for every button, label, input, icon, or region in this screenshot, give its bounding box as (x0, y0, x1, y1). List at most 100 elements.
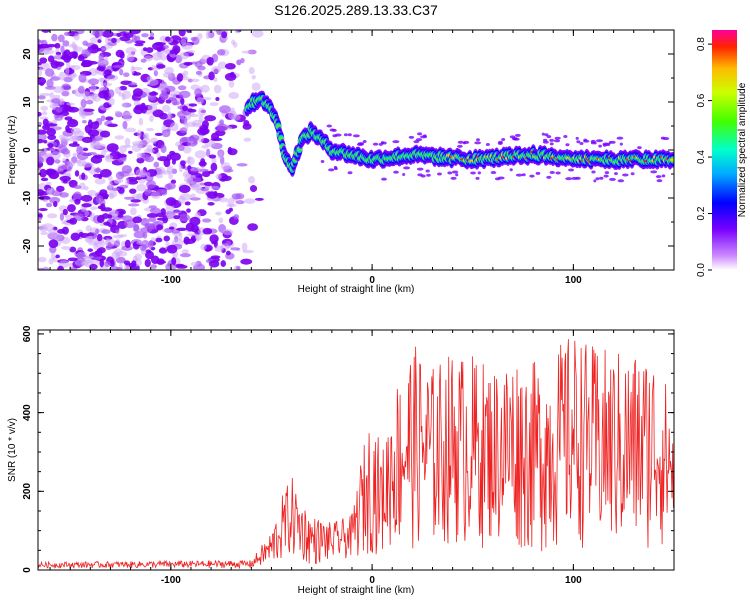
spectrogram-noise-blob (236, 59, 242, 66)
spectrogram-noise-blob (40, 177, 49, 182)
spectrogram-noise-blob (92, 30, 104, 37)
spectrogram-noise-blob (60, 246, 72, 250)
spectrogram-noise-blob (162, 71, 173, 78)
spectrogram-noise-blob (38, 95, 46, 100)
spectrogram-noise-blob (59, 175, 71, 182)
spectrogram-noise-blob (78, 73, 87, 83)
spectrogram-side-blob (568, 168, 575, 172)
spectrogram-noise-blob (185, 30, 192, 34)
spectrogram-noise-blob (154, 132, 163, 137)
spectrogram-noise-blob (181, 249, 189, 254)
snr-x-tick-label: 100 (565, 575, 582, 586)
spectrogram-noise-blob (89, 84, 97, 93)
spectrogram-side-blob (608, 141, 612, 145)
spectrogram-noise-blob (156, 47, 163, 52)
spectrogram-noise-blob (242, 123, 252, 130)
spectrogram-noise-blob (123, 72, 130, 77)
spectrogram-noise-blob (169, 122, 179, 132)
snr-y-tick-label: 200 (22, 483, 33, 500)
spectrogram-noise-blob (190, 173, 197, 180)
snr-y-label: SNR (10 * v/v) (7, 418, 18, 482)
spectrogram-noise-blob (38, 189, 45, 197)
snr-x-tick-label: -100 (161, 575, 181, 586)
spectrogram-noise-blob (233, 214, 240, 220)
spectrogram-noise-blob (178, 184, 191, 194)
spectrogram-noise-blob (65, 125, 70, 133)
spectrogram-noise-blob (114, 86, 122, 95)
spectrogram-noise-blob (77, 85, 85, 94)
spectrogram-side-blob (662, 137, 670, 141)
spectrogram-side-blob (416, 167, 424, 171)
spectrogram-noise-blob (96, 214, 105, 223)
spectrogram-noise-blob (127, 203, 140, 207)
spectrogram-noise-blob (177, 144, 185, 152)
spectrogram-noise-blob (178, 196, 186, 204)
spectrogram-noise-blob (94, 177, 106, 185)
spectrogram-noise-blob (160, 91, 168, 101)
spectrogram-noise-blob (38, 129, 48, 135)
spectrogram-noise-blob (216, 49, 226, 56)
spectrogram-noise-blob (53, 54, 61, 59)
spectrogram-noise-blob (43, 139, 48, 144)
spectrogram-noise-blob (47, 232, 58, 239)
spectrogram-x-label: Height of straight line (km) (298, 284, 415, 295)
spectrogram-noise-blob (179, 113, 185, 120)
spectrogram-noise-blob (69, 246, 77, 253)
spectrogram-noise-blob (154, 41, 166, 46)
spectrogram-noise-blob (201, 145, 209, 149)
spectrogram-noise-blob (210, 162, 218, 172)
spectrogram-noise-blob (190, 261, 199, 267)
spectrogram-noise-blob (54, 42, 61, 49)
spectrogram-noise-blob (68, 135, 81, 143)
spectrogram-noise-blob (130, 199, 142, 203)
spectrogram-noise-blob (38, 61, 42, 66)
spectrogram-side-blob (593, 179, 597, 183)
spectrogram-noise-blob (120, 80, 132, 85)
spectrogram-noise-blob (236, 266, 241, 270)
spectrogram-noise-blob (115, 49, 125, 58)
spectrogram-noise-blob (124, 127, 137, 133)
spectrogram-noise-blob (150, 255, 160, 265)
spectrogram-noise-blob (170, 152, 181, 161)
spectrogram-noise-blob (175, 263, 185, 268)
spectrogram-noise-blob (177, 105, 184, 110)
spectrogram-noise-blob (108, 89, 115, 98)
spectrogram-side-blob (565, 177, 573, 181)
spectrogram-side-blob (381, 177, 387, 181)
spectrogram-noise-blob (156, 49, 163, 58)
spectrogram-noise-blob (151, 64, 156, 71)
spectrogram-noise-blob (82, 147, 89, 152)
spectrogram-noise-blob (122, 215, 133, 222)
spectrogram-side-blob (329, 128, 335, 132)
spectrogram-noise-blob (57, 265, 64, 270)
spectrogram-noise-blob (186, 233, 198, 237)
spectrogram-noise-blob (251, 74, 256, 80)
spectrogram-noise-blob (89, 263, 98, 270)
spectrogram-noise-blob (99, 130, 111, 138)
spectrogram-noise-blob (45, 202, 53, 208)
spectrogram-noise-blob (129, 207, 137, 216)
spectrogram-noise-blob (190, 78, 200, 83)
spectrogram-noise-blob (80, 194, 93, 202)
spectrogram-noise-blob (162, 45, 169, 49)
spectrogram-noise-blob (214, 245, 224, 252)
spectrogram-noise-blob (40, 105, 49, 111)
spectrogram-side-blob (656, 179, 663, 183)
spectrogram-noise-blob (63, 49, 71, 57)
spectrogram-noise-blob (191, 123, 203, 128)
spectrogram-noise-blob (103, 195, 109, 200)
spectrogram-noise-blob (90, 44, 99, 50)
spectrogram-noise-blob (96, 233, 103, 242)
spectrogram-noise-blob (251, 82, 261, 91)
spectrogram-noise-blob (190, 167, 201, 172)
spectrogram-noise-blob (106, 155, 114, 160)
spectrogram-noise-blob (89, 206, 98, 211)
spectrogram-noise-blob (207, 201, 215, 206)
spectrogram-noise-blob (38, 77, 47, 86)
spectrogram-y-label: Frequency (Hz) (7, 116, 18, 185)
spectrogram-noise-blob (217, 61, 227, 70)
spectrogram-noise-blob (153, 161, 160, 168)
spectrogram-side-blob (463, 140, 470, 144)
spectrogram-noise-blob (102, 207, 113, 212)
spectrogram-side-blob (333, 165, 338, 169)
